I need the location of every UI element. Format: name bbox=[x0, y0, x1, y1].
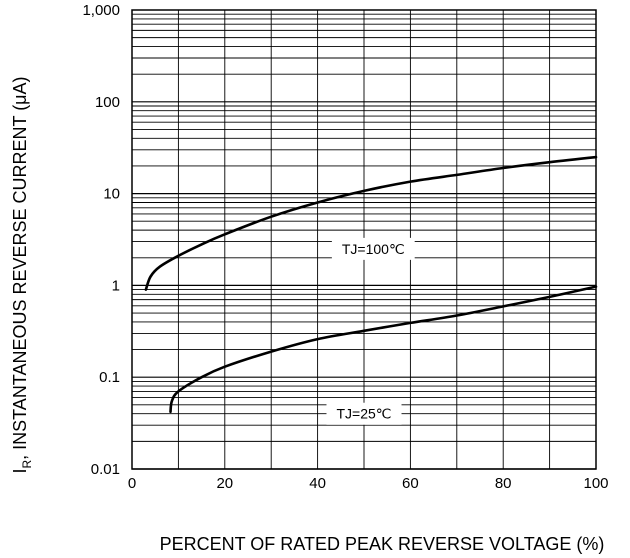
y-tick-label: 10 bbox=[103, 186, 120, 203]
curves bbox=[146, 157, 596, 412]
curve-labels: TJ=100℃ TJ=25℃ bbox=[326, 238, 414, 425]
y-tick-label: 100 bbox=[95, 94, 120, 111]
x-tick-label: 40 bbox=[309, 475, 326, 492]
x-tick-label: 80 bbox=[495, 475, 512, 492]
y-axis-label: IR, INSTANTANEOUS REVERSE CURRENT (μA) bbox=[10, 76, 34, 473]
x-tick-label: 0 bbox=[128, 475, 136, 492]
x-tick-label: 20 bbox=[216, 475, 233, 492]
series-curve bbox=[146, 157, 596, 290]
y-axis-label-sub: R bbox=[20, 460, 34, 469]
curve-label: TJ=25℃ bbox=[336, 406, 391, 422]
y-tick-labels: 0.01 0.1 1 10 100 1,000 bbox=[82, 2, 120, 478]
y-tick-label: 1 bbox=[112, 277, 120, 294]
y-axis-label-rest: , INSTANTANEOUS REVERSE CURRENT (μA) bbox=[10, 76, 30, 459]
x-axis-label: PERCENT OF RATED PEAK REVERSE VOLTAGE (%… bbox=[160, 534, 605, 554]
curve-label: TJ=100℃ bbox=[342, 241, 405, 257]
y-tick-label: 0.1 bbox=[99, 369, 120, 386]
x-tick-label: 60 bbox=[402, 475, 419, 492]
y-tick-label: 1,000 bbox=[82, 2, 120, 19]
y-tick-label: 0.01 bbox=[91, 461, 120, 478]
x-tick-labels: 0 20 40 60 80 100 bbox=[128, 475, 609, 492]
x-tick-label: 100 bbox=[583, 475, 608, 492]
